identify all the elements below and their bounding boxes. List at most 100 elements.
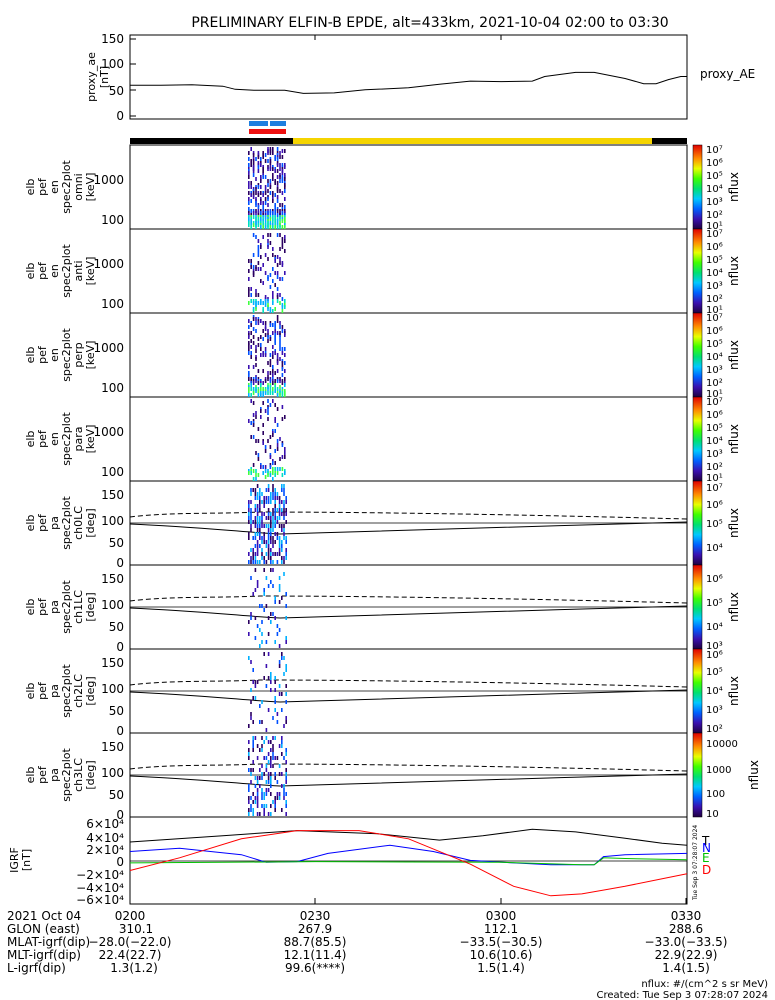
spectrogram-cell bbox=[252, 341, 255, 345]
pitch-angle-cell bbox=[272, 520, 274, 524]
spectrogram-cell bbox=[260, 343, 262, 347]
pitch-angle-cell bbox=[259, 604, 261, 608]
pitch-angle-cell bbox=[267, 528, 270, 532]
pitch-angle-cell bbox=[263, 568, 265, 572]
pitch-angle-cell bbox=[274, 516, 276, 520]
spectrogram-cell bbox=[260, 387, 262, 391]
spectrogram-cell bbox=[260, 279, 262, 283]
ch0lc-ztick-4: 10⁴ bbox=[706, 543, 723, 554]
para-ytick-1000: 1000 bbox=[93, 425, 124, 439]
pitch-angle-cell bbox=[267, 500, 270, 504]
spectrogram-cell bbox=[272, 193, 274, 197]
spectrogram-cell bbox=[267, 159, 269, 163]
spectrogram-cell bbox=[272, 381, 274, 385]
ch0lc-ylabel-4: spec2plot bbox=[60, 496, 73, 550]
pitch-angle-cell bbox=[272, 484, 274, 488]
time-tick-marks bbox=[129, 35, 687, 904]
omni-ytick-1000: 1000 bbox=[93, 173, 124, 187]
pitch-angle-cell bbox=[263, 792, 265, 796]
spectrogram-cell bbox=[279, 189, 281, 193]
spectrogram-cell bbox=[255, 307, 257, 311]
spectrogram-cell bbox=[274, 169, 276, 173]
pitch-angle-cell bbox=[272, 512, 274, 516]
pitch-angle-cell bbox=[248, 748, 250, 752]
igrf-ytick-m4e4: −4×10⁴ bbox=[76, 881, 124, 895]
pitch-angle-cell bbox=[267, 544, 270, 548]
spectrogram-cell bbox=[276, 263, 279, 267]
spectrogram-cell bbox=[279, 233, 281, 237]
l-0300: 1.5(1.4) bbox=[477, 961, 525, 975]
pitch-angle-cell bbox=[285, 636, 287, 640]
para-ytick-100: 100 bbox=[101, 465, 124, 479]
pitch-angle-cell bbox=[278, 764, 281, 768]
spectrogram-cell bbox=[252, 273, 255, 277]
pitch-angle-cell bbox=[256, 548, 259, 552]
ch3lc-colorbar-label: nflux bbox=[747, 760, 761, 790]
pitch-angle-cell bbox=[261, 516, 263, 520]
pitch-angle-cell bbox=[250, 796, 252, 800]
spectrogram-cell bbox=[279, 347, 281, 351]
pitch-angle-cell bbox=[276, 756, 279, 760]
spectrogram-cell bbox=[276, 163, 279, 167]
ch2lc-ylabel-2: pef bbox=[36, 681, 49, 700]
pitch-angle-cell bbox=[254, 568, 257, 572]
para-ztick-4: 10⁴ bbox=[706, 436, 723, 447]
spectrogram-cell bbox=[264, 201, 267, 205]
ch1lc-ylabel-2: pef bbox=[36, 597, 49, 616]
pitch-angle-cell bbox=[283, 536, 285, 540]
pitch-angle-cell bbox=[278, 512, 281, 516]
spectrogram-cell bbox=[255, 235, 257, 239]
spectrogram-cell bbox=[262, 441, 264, 445]
omni-ylabel-4: spec2plot bbox=[60, 160, 73, 214]
pitch-angle-cell bbox=[252, 800, 254, 804]
pitch-angle-cell bbox=[285, 692, 287, 696]
pitch-angle-cell bbox=[278, 496, 281, 500]
pitch-angle-cell bbox=[281, 736, 283, 740]
spectrogram-cell bbox=[260, 393, 262, 397]
pitch-angle-cell bbox=[270, 748, 272, 752]
pitch-angle-cell bbox=[248, 632, 250, 636]
spectrogram-cell bbox=[248, 277, 250, 281]
spectrogram-cell bbox=[262, 369, 264, 373]
ch3lc-ylabel-6: [deg] bbox=[84, 760, 97, 789]
para-ylabel-6: [keV] bbox=[84, 425, 97, 454]
spectrogram-cell bbox=[274, 209, 276, 213]
spectrogram-cell bbox=[255, 321, 257, 325]
pitch-angle-cell bbox=[250, 616, 252, 620]
pitch-angle-cell bbox=[261, 604, 263, 608]
spectrogram-cell bbox=[257, 393, 260, 397]
pitch-angle-cell bbox=[272, 508, 274, 512]
spectrogram-cell bbox=[264, 197, 267, 201]
pitch-angle-cell bbox=[256, 524, 259, 528]
spectrogram-omni-panel: elb pef en spec2plot omni [keV] 1000 100… bbox=[24, 144, 741, 232]
spectrogram-cell bbox=[269, 353, 272, 357]
spectrogram-cell bbox=[255, 357, 257, 361]
spectrogram-cell bbox=[279, 257, 281, 261]
ch2lc-ylabel-6: [deg] bbox=[84, 676, 97, 705]
spectrogram-cell bbox=[248, 181, 250, 185]
spectrogram-cell bbox=[262, 465, 264, 469]
para-colorbar-ticks: 10⁷ 10⁶ 10⁵ 10⁴ 10³ 10² 10¹ bbox=[706, 397, 723, 484]
pitch-angle-cell bbox=[261, 548, 263, 552]
spectrogram-cell bbox=[284, 249, 286, 253]
pitch-angle-cell bbox=[248, 756, 250, 760]
pitch-angle-cell bbox=[267, 780, 270, 784]
spectrogram-cell bbox=[284, 451, 286, 455]
orbit-row-l-label: L-igrf(dip) bbox=[7, 961, 66, 975]
omni-ytick-100: 100 bbox=[101, 213, 124, 227]
spectrogram-cell bbox=[276, 331, 279, 335]
proxy-ae-ytick-100: 100 bbox=[101, 57, 124, 71]
pitch-angle-cell bbox=[267, 772, 270, 776]
spectrogram-cell bbox=[255, 289, 257, 293]
spectrogram-cell bbox=[279, 277, 281, 281]
spectrogram-cell bbox=[272, 331, 274, 335]
pitch-angle-cell bbox=[248, 808, 250, 812]
pitch-angle-cell bbox=[259, 628, 261, 632]
pitch-angle-cell bbox=[261, 492, 263, 496]
pitch-angle-cell bbox=[263, 740, 265, 744]
spectrogram-cell bbox=[281, 245, 284, 249]
spectrogram-cell bbox=[264, 449, 267, 453]
pitch-angle-cell bbox=[270, 792, 272, 796]
ch0lc-anti-loss-cone bbox=[129, 521, 688, 535]
pitch-angle-cell bbox=[267, 508, 270, 512]
